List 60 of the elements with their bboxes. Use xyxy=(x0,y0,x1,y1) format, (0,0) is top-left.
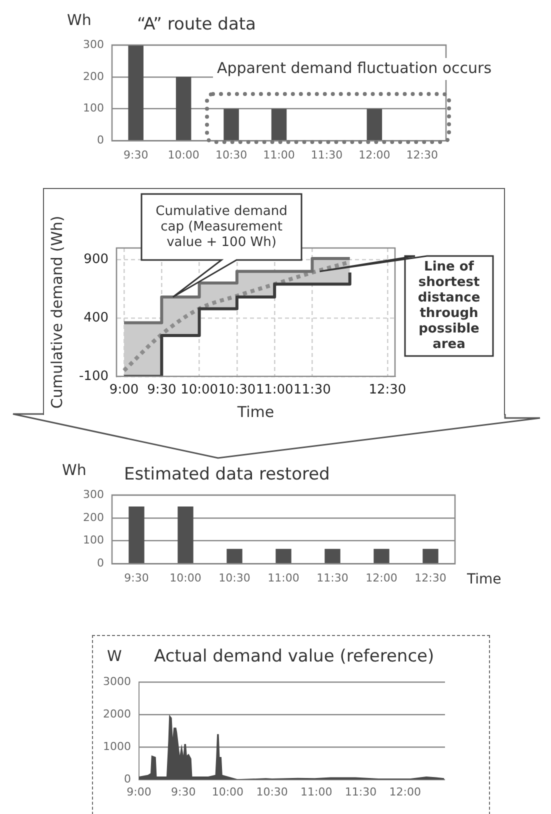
x-tick-label: 9:00 xyxy=(109,382,139,398)
y-tick-label: 0 xyxy=(124,772,131,786)
x-tick-label: 10:00 xyxy=(168,148,200,162)
bar xyxy=(366,108,382,140)
y-tick-label: 0 xyxy=(96,556,104,570)
y-axis-title: W xyxy=(106,646,122,665)
x-tick-label: 11:30 xyxy=(344,785,377,798)
x-tick-label: 12:30 xyxy=(414,571,446,584)
x-tick-label: 12:30 xyxy=(368,382,406,398)
chart-title: “A” route data xyxy=(136,14,256,34)
y-axis-title: Cumulative demand (Wh) xyxy=(48,216,66,409)
bar xyxy=(224,108,239,140)
x-tick-label: 10:00 xyxy=(180,382,218,398)
x-axis-title: Time xyxy=(466,571,502,588)
y-tick-label: 400 xyxy=(84,310,109,326)
y-tick-label: 3000 xyxy=(102,674,131,688)
y-axis-title: Wh xyxy=(66,10,92,29)
x-tick-label: 12:00 xyxy=(358,148,390,162)
x-tick-label: 9:30 xyxy=(124,148,148,162)
x-tick-label: 11:30 xyxy=(316,571,348,584)
y-tick-label: 300 xyxy=(82,38,104,51)
y-tick-label: 100 xyxy=(82,534,104,547)
bar xyxy=(176,76,192,140)
x-tick-label: 9:00 xyxy=(126,785,152,798)
x-tick-label: 11:00 xyxy=(268,571,300,584)
y-tick-label: 2000 xyxy=(102,707,131,720)
y-tick-label: 900 xyxy=(84,252,109,268)
x-tick-label: 11:30 xyxy=(293,382,331,398)
chart-title: Estimated data restored xyxy=(124,464,330,484)
x-tick-label: 11:30 xyxy=(310,148,343,162)
x-tick-label: 10:30 xyxy=(215,148,248,162)
y-tick-label: 300 xyxy=(82,488,104,501)
annotation: Cumulative demand cap (Measurement value + 100 Wh) xyxy=(156,204,288,250)
x-tick-label: 11:00 xyxy=(263,148,295,162)
x-tick-label: 10:30 xyxy=(256,785,288,798)
bar xyxy=(128,45,144,140)
x-tick-label: 10:30 xyxy=(218,571,250,584)
y-tick-label: -100 xyxy=(78,368,109,384)
x-tick-label: 10:00 xyxy=(212,785,244,798)
text: Line of shortest distance through possible area xyxy=(418,260,480,352)
chart-title: Actual demand value (reference) xyxy=(154,646,434,666)
bar xyxy=(271,108,287,140)
y-tick-label: 200 xyxy=(82,510,104,524)
x-tick-label: 12:30 xyxy=(406,148,438,162)
x-tick-label: 12:00 xyxy=(366,571,398,584)
y-tick-label: 200 xyxy=(82,70,104,83)
x-tick-label: 10:00 xyxy=(170,571,202,584)
x-tick-label: 11:00 xyxy=(300,785,332,798)
x-tick-label: 9:30 xyxy=(147,382,176,398)
x-tick-label: 10:30 xyxy=(218,382,256,398)
x-tick-label: 12:00 xyxy=(389,785,421,798)
annotation: Apparent demand fluctuation occurs xyxy=(216,58,492,77)
y-tick-label: 100 xyxy=(82,102,104,115)
x-tick-label: 11:00 xyxy=(256,382,294,398)
x-axis-title: Time xyxy=(236,402,274,421)
y-axis-title: Wh xyxy=(62,460,86,479)
y-tick-label: 1000 xyxy=(102,740,131,754)
y-tick-label: 0 xyxy=(96,134,104,147)
x-tick-label: 9:30 xyxy=(170,785,196,798)
x-tick-label: 9:30 xyxy=(124,571,149,584)
